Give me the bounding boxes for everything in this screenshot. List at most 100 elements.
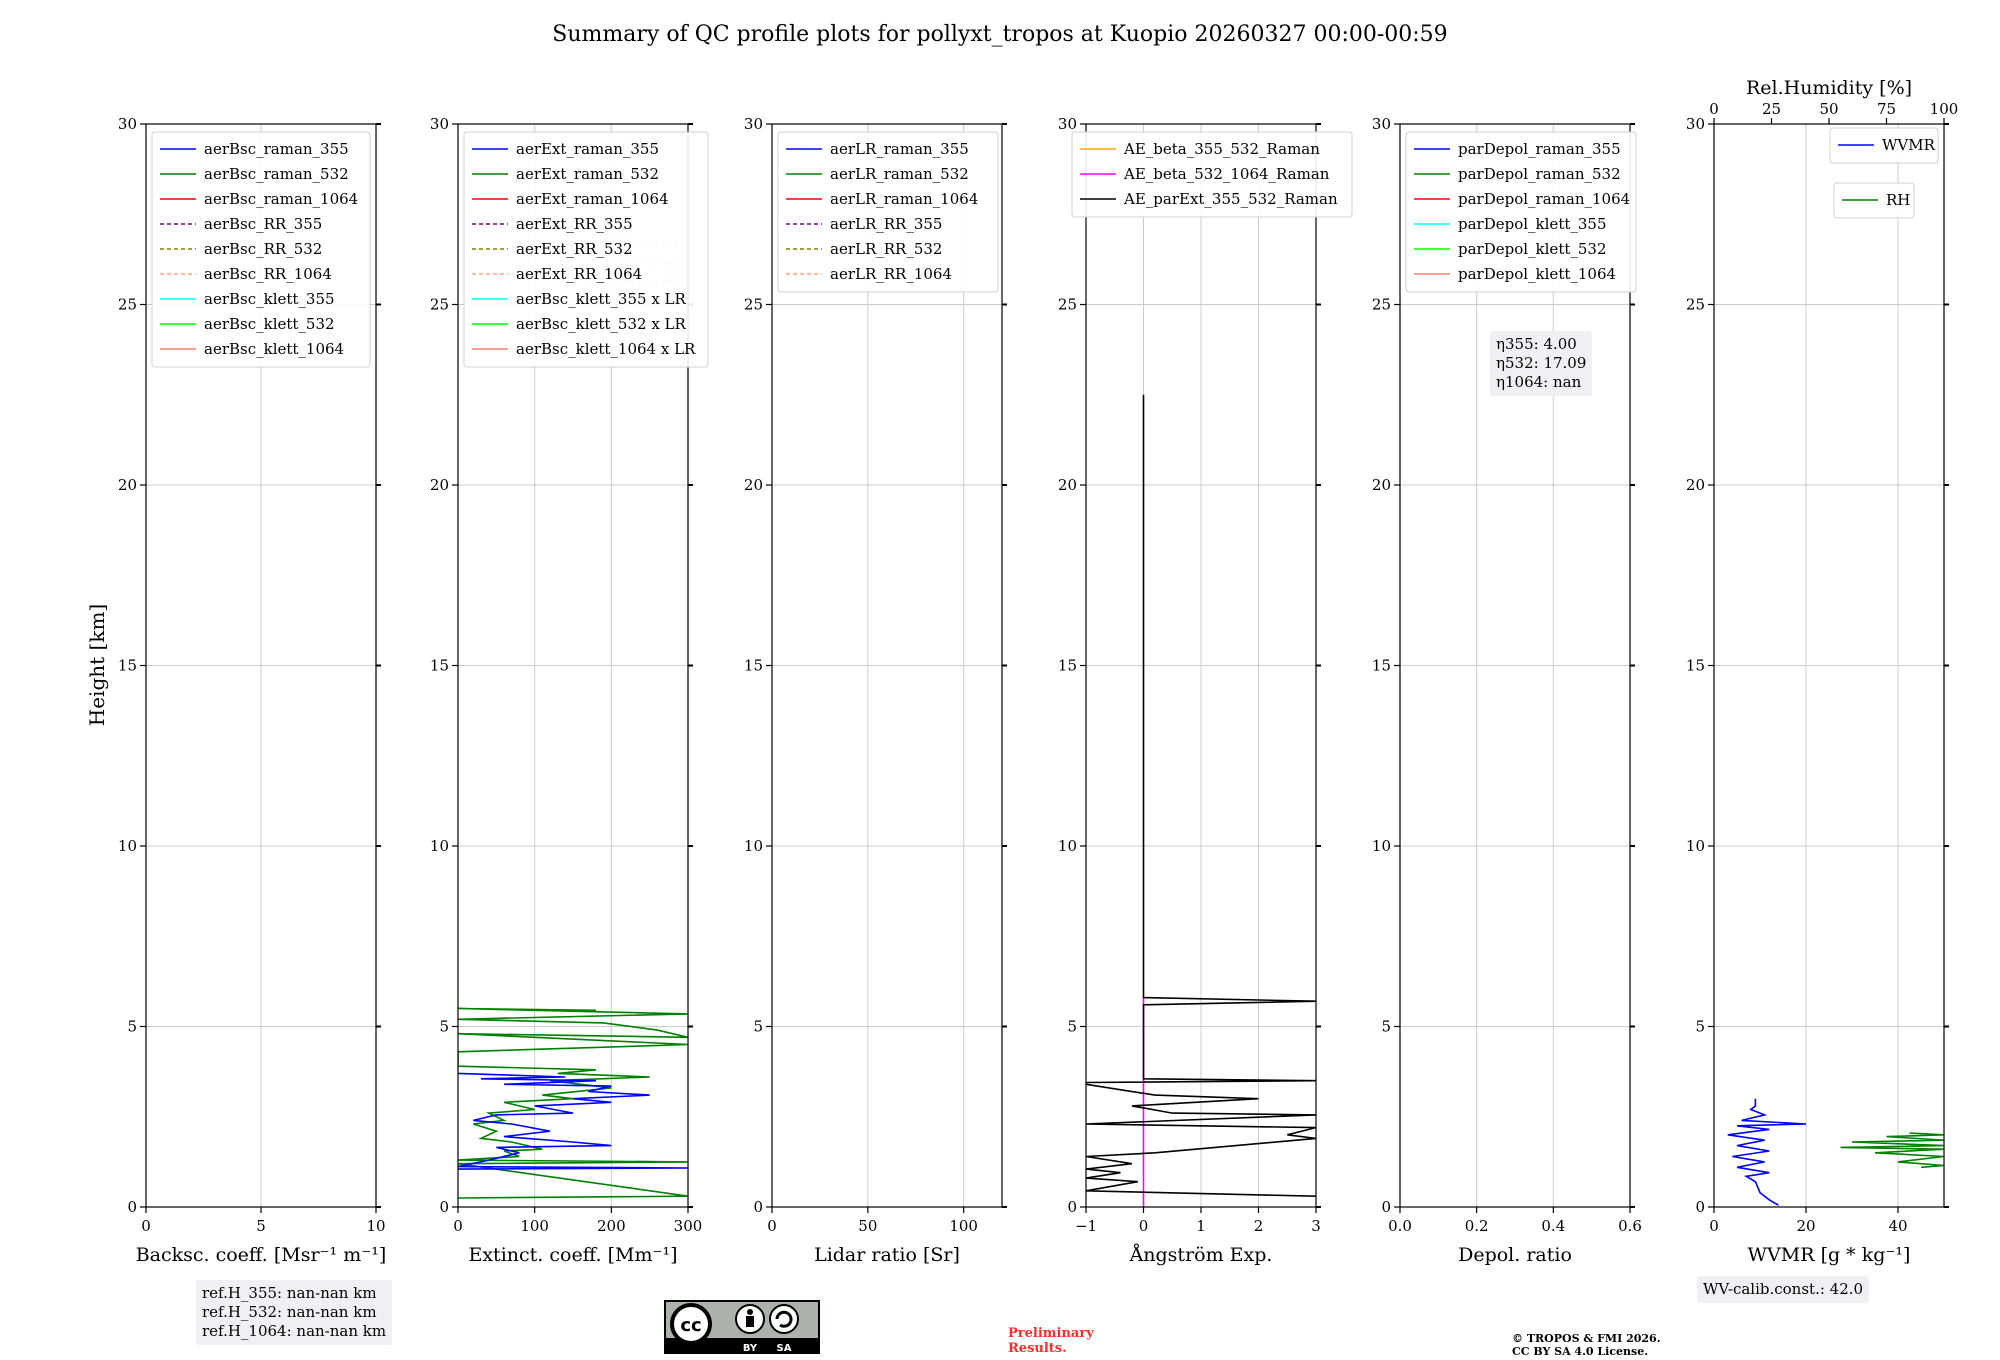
legend-entry: parDepol_klett_1064 <box>1458 265 1616 283</box>
ref-height-532: ref.H_532: nan-nan km <box>202 1303 377 1321</box>
legend-ext <box>463 131 709 368</box>
y-tick-label: 20 <box>1372 476 1391 494</box>
legend-entry: aerBsc_RR_1064 <box>204 265 332 283</box>
legend-entry: parDepol_klett_355 <box>1458 215 1607 233</box>
y-tick-label: 15 <box>1372 657 1391 675</box>
x-tick-label: 0 <box>1139 1217 1149 1235</box>
y-tick-label: 0 <box>1067 1198 1077 1216</box>
x-tick-label: 0.2 <box>1465 1217 1489 1235</box>
y-tick-label: 30 <box>118 115 137 133</box>
y-tick-label: 0 <box>753 1198 763 1216</box>
legend-entry: AE_parExt_355_532_Raman <box>1123 190 1338 208</box>
legend-entry: aerBsc_raman_1064 <box>204 190 358 208</box>
legend-entry: aerLR_raman_355 <box>830 140 969 158</box>
x-tick-label: 20 <box>1796 1217 1815 1235</box>
legend-entry: aerLR_RR_1064 <box>830 265 952 283</box>
x-tick-label: 0.0 <box>1388 1217 1412 1235</box>
y-tick-label: 0 <box>1695 1198 1705 1216</box>
y-tick-label: 5 <box>127 1018 137 1036</box>
y-tick-label: 30 <box>430 115 449 133</box>
legend-entry: parDepol_raman_1064 <box>1458 190 1630 208</box>
legend-dep <box>1405 131 1637 293</box>
legend-entry: aerLR_RR_532 <box>830 240 942 258</box>
series-line-WVMR <box>1727 1098 1807 1206</box>
y-tick-label: 20 <box>430 476 449 494</box>
top-x-tick-label: 75 <box>1877 100 1896 118</box>
y-tick-label: 5 <box>439 1018 449 1036</box>
eta-355: η355: 4.00 <box>1496 335 1577 353</box>
copyright-note: © TROPOS & FMI 2026. CC BY SA 4.0 Licens… <box>1512 1332 1661 1358</box>
legend-entry: aerLR_raman_532 <box>830 165 969 183</box>
legend-entry: aerExt_raman_1064 <box>516 190 669 208</box>
x-tick-label: 50 <box>858 1217 877 1235</box>
y-tick-label: 10 <box>1686 837 1705 855</box>
legend-entry: aerBsc_raman_532 <box>204 165 349 183</box>
series-line-aerExt_raman_355 <box>458 1072 688 1170</box>
x-tick-label: 0 <box>141 1217 151 1235</box>
legend-entry: parDepol_klett_532 <box>1458 240 1607 258</box>
y-tick-label: 25 <box>118 296 137 314</box>
x-axis-label-dep: Depol. ratio <box>1458 1244 1572 1266</box>
x-axis-label-ext: Extinct. coeff. [Mm⁻¹] <box>468 1244 677 1266</box>
y-tick-label: 5 <box>753 1018 763 1036</box>
eta-1064: η1064: nan <box>1496 373 1582 391</box>
y-tick-label: 10 <box>430 837 449 855</box>
x-axis-label-wv: WVMR [g * kg⁻¹] <box>1748 1244 1911 1266</box>
x-tick-label: 0 <box>453 1217 463 1235</box>
legend-entry: aerBsc_RR_532 <box>204 240 322 258</box>
y-tick-label: 5 <box>1381 1018 1391 1036</box>
wv-calibration-box: WV-calib.const.: 42.0 <box>1697 1276 1870 1303</box>
legend-entry: WVMR <box>1882 136 1936 154</box>
y-tick-label: 0 <box>439 1198 449 1216</box>
x-tick-label: 200 <box>597 1217 626 1235</box>
x-tick-label: 2 <box>1254 1217 1264 1235</box>
ref-height-355: ref.H_355: nan-nan km <box>202 1284 377 1302</box>
sa-icon <box>769 1304 799 1334</box>
y-tick-label: 0 <box>127 1198 137 1216</box>
legend-entry: RH <box>1886 191 1910 209</box>
legend-entry: aerBsc_RR_355 <box>204 215 322 233</box>
y-tick-label: 25 <box>744 296 763 314</box>
y-tick-label: 30 <box>1686 115 1705 133</box>
legend-entry: aerBsc_klett_532 <box>204 315 335 333</box>
legend-entry: AE_beta_532_1064_Raman <box>1123 165 1330 183</box>
legend-entry: aerBsc_raman_355 <box>204 140 349 158</box>
y-tick-label: 20 <box>744 476 763 494</box>
ref-height-1064: ref.H_1064: nan-nan km <box>202 1322 387 1340</box>
y-tick-label: 25 <box>1686 296 1705 314</box>
cc-by-sa-license-badge: cc BY SA <box>664 1300 820 1354</box>
y-tick-label: 15 <box>1686 657 1705 675</box>
x-tick-label: 0 <box>767 1217 777 1235</box>
eta-532: η532: 17.09 <box>1496 354 1587 372</box>
reference-height-box: ref.H_355: nan-nan km ref.H_532: nan-nan… <box>196 1280 393 1345</box>
legend-entry: aerLR_RR_355 <box>830 215 942 233</box>
series-line-RH <box>1840 1132 1944 1169</box>
x-tick-label: −1 <box>1075 1217 1097 1235</box>
legend-entry: parDepol_raman_355 <box>1458 140 1621 158</box>
x-tick-label: 0.6 <box>1618 1217 1642 1235</box>
wv-calibration-constant: WV-calib.const.: 42.0 <box>1703 1280 1864 1298</box>
legend-entry: parDepol_raman_532 <box>1458 165 1621 183</box>
y-axis-label: Height [km] <box>85 604 109 726</box>
legend-entry: aerLR_raman_1064 <box>830 190 978 208</box>
y-tick-label: 10 <box>744 837 763 855</box>
legend-entry: aerBsc_klett_1064 x LR <box>516 340 696 358</box>
x-axis-label-bsc: Backsc. coeff. [Msr⁻¹ m⁻¹] <box>136 1244 387 1266</box>
y-tick-label: 30 <box>1058 115 1077 133</box>
x-tick-label: 0.4 <box>1541 1217 1565 1235</box>
legend-entry: aerExt_raman_532 <box>516 165 659 183</box>
legend-bsc <box>151 131 371 368</box>
by-label: BY <box>743 1343 758 1354</box>
legend-lr <box>777 131 999 293</box>
series-line-AE_parExt_355_532_Raman <box>1086 394 1316 1197</box>
y-tick-label: 20 <box>1058 476 1077 494</box>
legend-entry: AE_beta_355_532_Raman <box>1123 140 1320 158</box>
y-tick-label: 20 <box>1686 476 1705 494</box>
top-x-tick-label: 25 <box>1762 100 1781 118</box>
x-tick-label: 300 <box>674 1217 703 1235</box>
legend-entry: aerExt_RR_355 <box>516 215 633 233</box>
legend-entry: aerBsc_klett_355 x LR <box>516 290 687 308</box>
y-tick-label: 25 <box>1372 296 1391 314</box>
top-x-tick-label: 50 <box>1819 100 1838 118</box>
